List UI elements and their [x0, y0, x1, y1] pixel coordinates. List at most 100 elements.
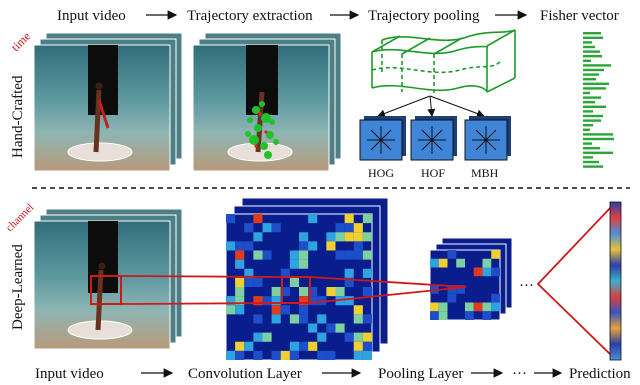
- pool-cell: [473, 302, 483, 312]
- bottom-stage-convolution-layer: Convolution Layer: [188, 366, 302, 382]
- conv-cell: [226, 350, 236, 360]
- conv-cell: [235, 305, 245, 315]
- receptive-field-box: [90, 275, 122, 305]
- conv-cell: [253, 296, 263, 306]
- fisher-bar: [583, 110, 593, 113]
- pool-cell: [438, 258, 448, 268]
- hof-block: [410, 116, 457, 161]
- conv-cell: [244, 268, 254, 278]
- conv-cell: [299, 314, 309, 324]
- pool-cell: [438, 302, 448, 312]
- conv-cell: [235, 296, 245, 306]
- pool-cell: [465, 311, 474, 320]
- conv-cell: [299, 296, 309, 306]
- fisher-bar: [583, 32, 601, 35]
- fisher-bar: [583, 68, 604, 72]
- pool-cell: [447, 285, 457, 294]
- conv-cell: [362, 314, 372, 324]
- fisher-bar: [583, 45, 595, 49]
- conv-cell: [362, 287, 372, 297]
- conv-cell: [226, 305, 236, 315]
- conv-cell: [280, 287, 290, 297]
- bottom-stage-prediction: Prediction: [569, 366, 631, 382]
- pool-cell: [473, 267, 483, 277]
- pooling-arrows: [377, 95, 485, 118]
- pool-cell: [482, 302, 492, 312]
- top-trajectory-frames: [192, 32, 342, 172]
- conv-cell: [235, 241, 245, 251]
- fisher-bar: [583, 160, 599, 164]
- conv-cell: [353, 314, 363, 324]
- conv-cell: [326, 350, 336, 360]
- conv-cell: [299, 305, 309, 315]
- pool-cell: [447, 250, 457, 259]
- conv-cell: [253, 332, 263, 342]
- conv-cell: [335, 232, 345, 242]
- conv-cell: [326, 232, 336, 242]
- conv-cell: [226, 214, 236, 224]
- top-stage-input-video: Input video: [57, 8, 126, 24]
- conv-cell: [262, 223, 272, 233]
- pool-cell: [491, 267, 500, 277]
- trajectory-points: [245, 101, 279, 159]
- conv-cell: [308, 341, 318, 351]
- pool-cell: [456, 285, 465, 294]
- conv-cell: [362, 350, 372, 360]
- conv-cell: [253, 314, 263, 324]
- conv-cell: [235, 287, 245, 297]
- conv-cell: [226, 241, 236, 251]
- fisher-bar: [583, 147, 600, 150]
- conv-cell: [262, 296, 272, 306]
- fisher-bar: [583, 41, 592, 44]
- conv-cell: [344, 332, 354, 342]
- pool-cell: [491, 293, 500, 303]
- pool-cell: [482, 267, 492, 277]
- conv-cell: [317, 332, 327, 342]
- conv-cell: [344, 250, 354, 260]
- pool-cell: [430, 311, 439, 320]
- fisher-bar: [583, 124, 593, 127]
- fisher-bar: [583, 36, 603, 39]
- conv-cell: [362, 250, 372, 260]
- conv-cell: [253, 214, 263, 224]
- conv-cell: [326, 323, 336, 333]
- conv-cell: [344, 223, 354, 233]
- fisher-bar: [583, 114, 603, 118]
- mbh-block: [464, 116, 511, 161]
- conv-cell: [280, 268, 290, 278]
- conv-cell: [299, 232, 309, 242]
- top-input-video-frames: [33, 32, 183, 172]
- conv-cell: [280, 305, 290, 315]
- bottom-stage-pooling-layer: Pooling Layer: [378, 366, 463, 382]
- conv-cell: [353, 350, 363, 360]
- fisher-bar: [583, 133, 613, 136]
- conv-cell: [353, 341, 363, 351]
- conv-cell: [308, 287, 318, 297]
- fisher-bar: [583, 128, 590, 131]
- conv-cell: [289, 314, 299, 324]
- pool-cell: [447, 293, 457, 303]
- conv-cell: [289, 341, 299, 351]
- conv-cell: [344, 296, 354, 306]
- conv-cell: [235, 259, 245, 269]
- top-stage-trajectory-pooling: Trajectory pooling: [368, 8, 480, 24]
- conv-cell: [299, 241, 309, 251]
- conv-cell: [271, 296, 281, 306]
- pool-cell: [465, 302, 474, 312]
- fisher-bar: [583, 137, 614, 141]
- conv-cell: [244, 277, 254, 287]
- conv-cell: [335, 223, 345, 233]
- fisher-bar: [583, 165, 603, 168]
- conv-cell: [299, 341, 309, 351]
- pool-cell: [482, 311, 492, 320]
- bottom-stage-input-video: Input video: [35, 366, 104, 382]
- conv-cell: [362, 268, 372, 278]
- pool-cell: [438, 311, 448, 320]
- conv-cell: [353, 232, 363, 242]
- conv-cell: [308, 214, 318, 224]
- conv-cell: [362, 214, 372, 224]
- conv-cell: [244, 223, 254, 233]
- descriptor-label-hog: HOG: [368, 166, 394, 180]
- conv-cell: [271, 223, 281, 233]
- fisher-bar: [583, 91, 590, 95]
